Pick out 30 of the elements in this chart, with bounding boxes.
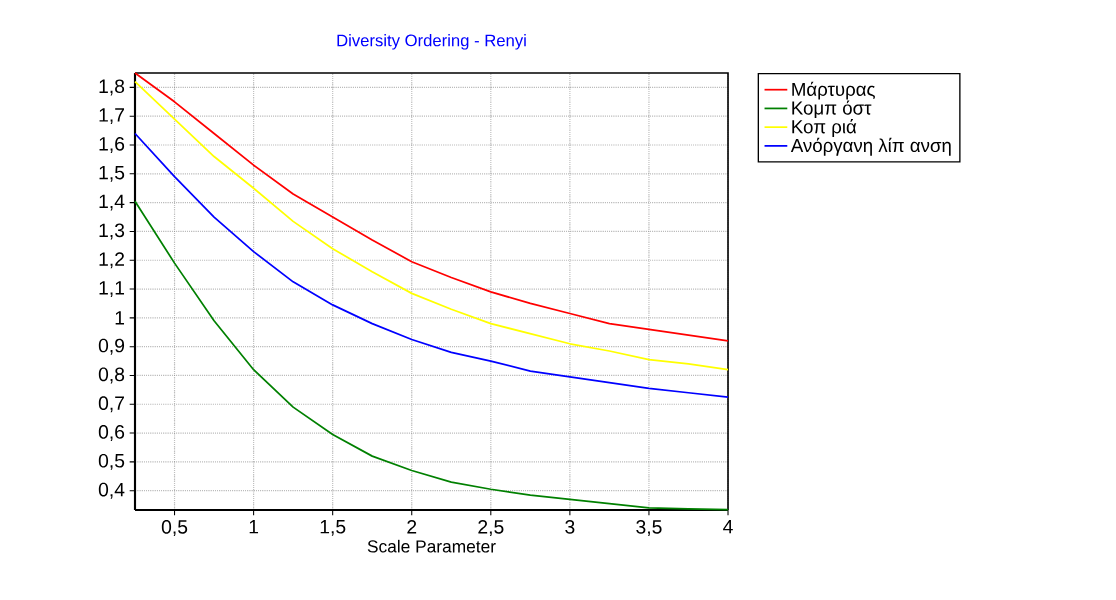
y-tick-label: 1,6 xyxy=(99,137,125,153)
x-axis-title: Scale Parameter xyxy=(367,539,496,553)
y-tick-label: 0,6 xyxy=(98,425,125,442)
x-tick-label: 3,5 xyxy=(636,520,662,537)
legend-label: Κομπ όστ xyxy=(792,100,872,119)
y-tick-label: 1,8 xyxy=(99,79,125,96)
x-tick-label: 0,5 xyxy=(161,520,188,537)
y-tick-label: 1,3 xyxy=(99,223,125,240)
x-tick-label: 2,5 xyxy=(478,520,504,537)
x-tick-label: 4 xyxy=(723,520,733,534)
legend-label: Μάρτυρας xyxy=(792,81,875,100)
x-tick-label: 1,5 xyxy=(320,520,346,536)
y-tick-label: 1,4 xyxy=(99,194,125,211)
y-tick-label: 0,7 xyxy=(98,396,124,413)
y-tick-label: 1,1 xyxy=(99,281,125,297)
y-tick-label: 0,4 xyxy=(98,482,125,499)
legend-label: Κοπ ριά xyxy=(792,119,857,138)
y-tick-label: 0,9 xyxy=(98,338,125,355)
y-tick-label: 0,8 xyxy=(98,367,125,384)
x-tick-label: 1 xyxy=(249,520,259,534)
y-tick-label: 1,5 xyxy=(99,165,125,182)
line-series xyxy=(134,132,729,398)
y-tick-label: 0,5 xyxy=(98,453,125,470)
x-tick-label: 2 xyxy=(407,520,417,534)
y-tick-label: 1 xyxy=(115,311,125,325)
legend-label: Ανόργανη λίπ ανση xyxy=(790,137,951,156)
y-tick-label: 1,7 xyxy=(99,108,124,125)
y-tick-label: 1,2 xyxy=(99,252,124,269)
x-tick-label: 3 xyxy=(565,520,575,534)
chart-title: Diversity Ordering - Renyi xyxy=(337,34,526,50)
